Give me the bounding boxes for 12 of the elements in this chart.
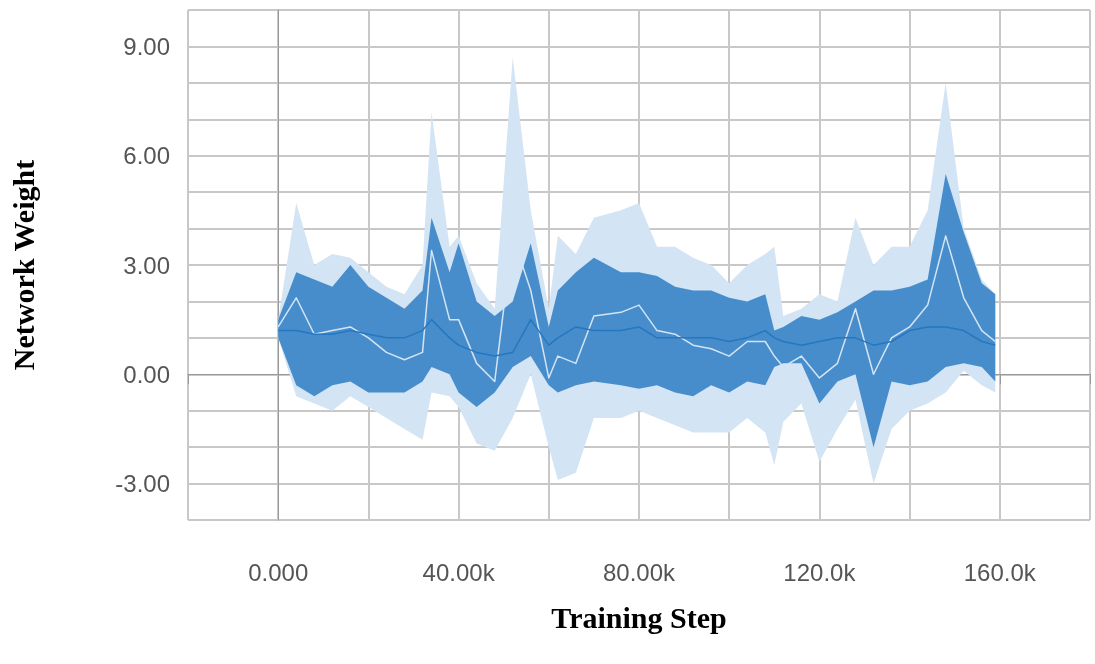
y-axis-title: Network Weight: [6, 159, 40, 371]
x-tick-label: 0.000: [248, 558, 309, 586]
y-tick-label: -3.00: [115, 470, 170, 498]
x-tick-label: 40.00k: [422, 558, 496, 586]
x-axis-title: Training Step: [551, 600, 727, 634]
x-tick-label: 160.0k: [963, 558, 1037, 586]
y-tick-label: 9.00: [123, 32, 170, 60]
y-tick-label: 6.00: [123, 142, 170, 170]
x-tick-label: 120.0k: [783, 558, 857, 586]
y-tick-label: 3.00: [123, 251, 170, 279]
x-tick-label: 80.00k: [602, 558, 677, 586]
y-tick-label: 0.00: [123, 360, 170, 388]
